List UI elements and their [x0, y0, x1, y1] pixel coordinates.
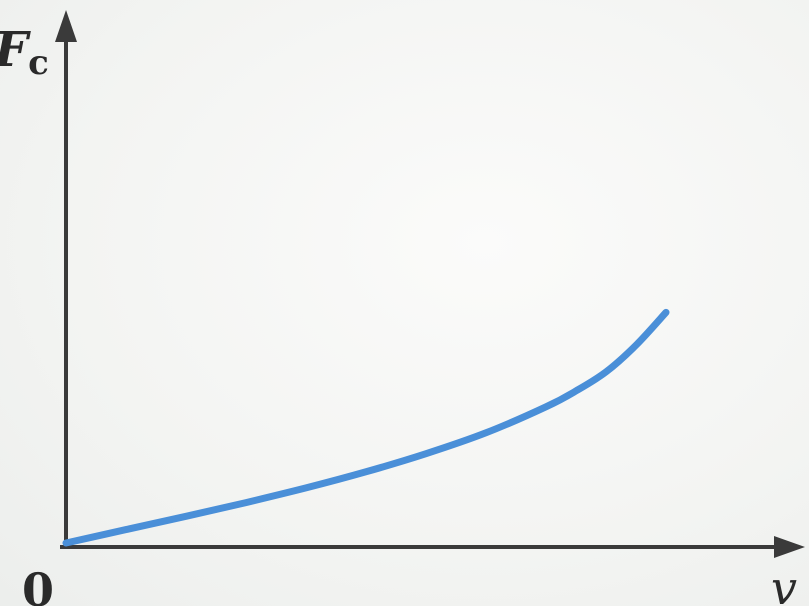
- y-axis-label: Fc: [0, 22, 49, 83]
- y-axis-label-main: F: [0, 22, 31, 78]
- x-axis-label: v: [771, 561, 797, 606]
- origin-label: 0: [22, 563, 54, 606]
- x-axis-arrow: [774, 536, 805, 558]
- series-line: [62, 308, 670, 547]
- y-axis-label-subscript: c: [28, 43, 49, 83]
- y-axis-arrow: [55, 10, 77, 42]
